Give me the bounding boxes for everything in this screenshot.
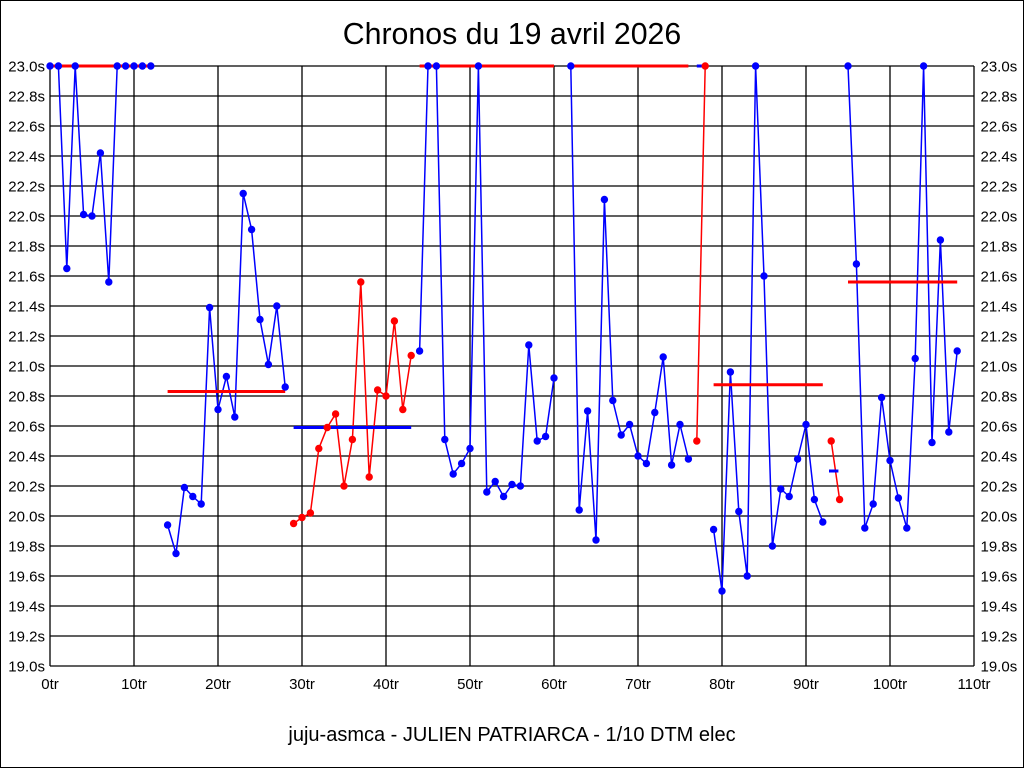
svg-text:19.8s: 19.8s (981, 538, 1018, 555)
svg-text:19.4s: 19.4s (981, 598, 1018, 615)
svg-text:19.0s: 19.0s (981, 658, 1018, 675)
svg-text:20.8s: 20.8s (8, 388, 45, 405)
svg-text:30tr: 30tr (289, 676, 315, 693)
svg-text:21.0s: 21.0s (8, 358, 45, 375)
svg-text:juju-asmca - JULIEN PATRIARCA: juju-asmca - JULIEN PATRIARCA - 1/10 DTM… (287, 724, 735, 746)
svg-text:21.4s: 21.4s (8, 298, 45, 315)
svg-text:20.2s: 20.2s (981, 478, 1018, 495)
svg-text:20tr: 20tr (205, 676, 231, 693)
svg-text:0tr: 0tr (41, 676, 59, 693)
svg-text:22.0s: 22.0s (981, 208, 1018, 225)
svg-text:20.0s: 20.0s (8, 508, 45, 525)
svg-text:22.6s: 22.6s (981, 118, 1018, 135)
svg-text:20.4s: 20.4s (8, 448, 45, 465)
svg-text:50tr: 50tr (457, 676, 483, 693)
svg-text:19.0s: 19.0s (8, 658, 45, 675)
svg-text:19.6s: 19.6s (8, 568, 45, 585)
svg-text:21.8s: 21.8s (981, 238, 1018, 255)
svg-text:22.8s: 22.8s (8, 88, 45, 105)
svg-text:21.4s: 21.4s (981, 298, 1018, 315)
svg-text:22.4s: 22.4s (981, 148, 1018, 165)
svg-text:Chronos du 19 avril 2026: Chronos du 19 avril 2026 (343, 18, 682, 51)
svg-text:21.6s: 21.6s (981, 268, 1018, 285)
svg-text:22.8s: 22.8s (981, 88, 1018, 105)
svg-text:80tr: 80tr (709, 676, 735, 693)
svg-text:60tr: 60tr (541, 676, 567, 693)
svg-text:19.2s: 19.2s (981, 628, 1018, 645)
svg-text:20.6s: 20.6s (8, 418, 45, 435)
svg-text:22.6s: 22.6s (8, 118, 45, 135)
svg-text:20.6s: 20.6s (981, 418, 1018, 435)
svg-text:21.2s: 21.2s (981, 328, 1018, 345)
svg-text:21.2s: 21.2s (8, 328, 45, 345)
svg-text:19.2s: 19.2s (8, 628, 45, 645)
svg-text:10tr: 10tr (121, 676, 147, 693)
svg-text:20.0s: 20.0s (981, 508, 1018, 525)
svg-text:100tr: 100tr (873, 676, 907, 693)
svg-text:110tr: 110tr (957, 676, 990, 693)
svg-text:22.2s: 22.2s (981, 178, 1018, 195)
svg-text:23.0s: 23.0s (981, 58, 1018, 75)
svg-text:19.8s: 19.8s (8, 538, 45, 555)
svg-text:20.4s: 20.4s (981, 448, 1018, 465)
svg-text:21.6s: 21.6s (8, 268, 45, 285)
svg-text:90tr: 90tr (793, 676, 819, 693)
svg-text:22.4s: 22.4s (8, 148, 45, 165)
svg-text:22.0s: 22.0s (8, 208, 45, 225)
svg-text:19.6s: 19.6s (981, 568, 1018, 585)
svg-text:19.4s: 19.4s (8, 598, 45, 615)
svg-text:20.8s: 20.8s (981, 388, 1018, 405)
svg-text:23.0s: 23.0s (8, 58, 45, 75)
svg-text:20.2s: 20.2s (8, 478, 45, 495)
svg-text:21.0s: 21.0s (981, 358, 1018, 375)
svg-text:22.2s: 22.2s (8, 178, 45, 195)
svg-text:40tr: 40tr (373, 676, 399, 693)
svg-text:70tr: 70tr (625, 676, 651, 693)
svg-text:21.8s: 21.8s (8, 238, 45, 255)
